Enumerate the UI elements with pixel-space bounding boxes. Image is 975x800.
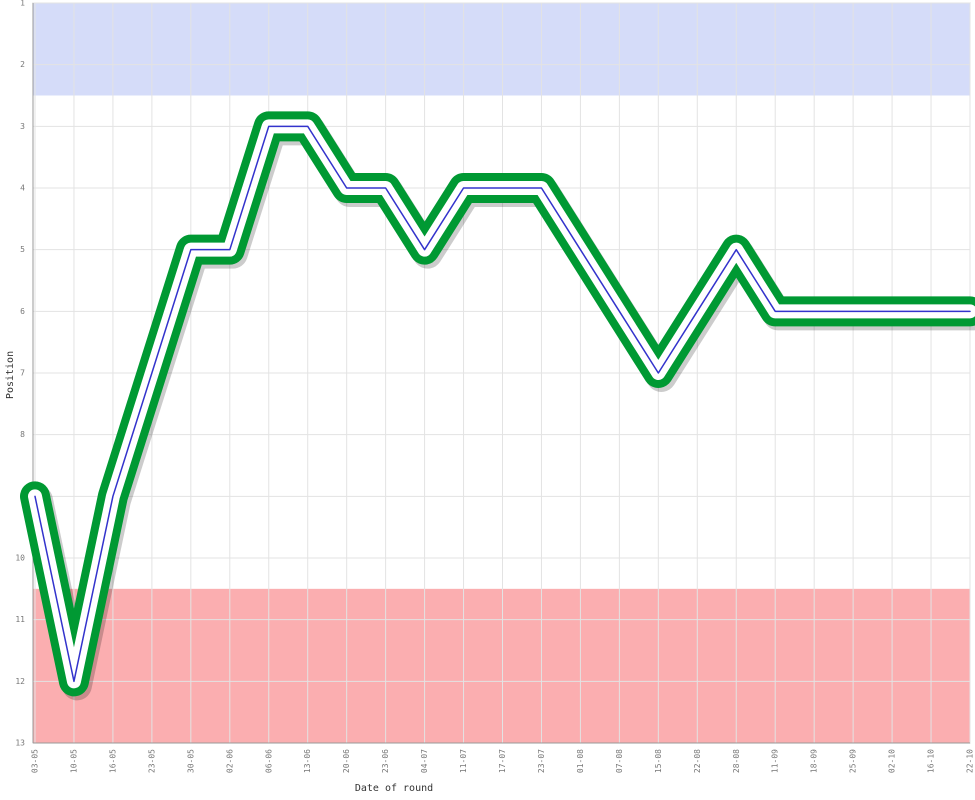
x-tick-label: 13-06 — [303, 749, 312, 773]
x-axis-label: Date of round — [355, 783, 433, 794]
y-tick-label: 4 — [20, 184, 25, 193]
x-tick-label: 11-07 — [459, 749, 468, 773]
x-tick-label: 01-08 — [576, 749, 585, 773]
x-tick-label: 06-06 — [264, 749, 273, 773]
x-tick-label: 25-09 — [849, 749, 858, 773]
x-tick-label: 20-06 — [342, 749, 351, 773]
x-tick-label: 10-05 — [69, 749, 78, 773]
zone-band — [33, 3, 970, 96]
x-tick-label: 28-08 — [732, 749, 741, 773]
x-tick-label: 15-08 — [654, 749, 663, 773]
x-tick-label: 03-05 — [31, 749, 40, 773]
x-tick-label: 22-08 — [693, 749, 702, 773]
y-tick-label: 6 — [20, 307, 25, 316]
y-tick-label: 12 — [15, 677, 25, 686]
y-tick-label: 11 — [15, 615, 25, 624]
x-tick-label: 17-07 — [498, 749, 507, 773]
y-tick-label: 1 — [20, 0, 25, 8]
x-tick-label: 02-10 — [888, 749, 897, 773]
x-tick-label: 23-07 — [537, 749, 546, 773]
x-tick-label: 07-08 — [615, 749, 624, 773]
zone-band — [33, 588, 970, 743]
y-axis-label: Position — [5, 351, 16, 399]
y-tick-label: 10 — [15, 554, 25, 563]
y-tick-label: 8 — [20, 430, 25, 439]
y-tick-label: 13 — [15, 739, 25, 748]
x-tick-label: 23-05 — [147, 749, 156, 773]
x-tick-label: 30-05 — [186, 749, 195, 773]
y-tick-label: 5 — [20, 245, 25, 254]
x-tick-label: 02-06 — [225, 749, 234, 773]
x-tick-label: 04-07 — [420, 749, 429, 773]
x-tick-label: 16-05 — [108, 749, 117, 773]
y-tick-label: 2 — [20, 60, 25, 69]
line — [34, 125, 971, 683]
x-tick-label: 16-10 — [927, 749, 936, 773]
x-tick-label: 11-09 — [771, 749, 780, 773]
x-tick-label: 18-09 — [810, 749, 819, 773]
x-tick-label: 22-10 — [966, 749, 975, 773]
y-tick-label: 7 — [20, 369, 25, 378]
y-tick-label: 3 — [20, 122, 25, 131]
x-tick-label: 23-06 — [381, 749, 390, 773]
